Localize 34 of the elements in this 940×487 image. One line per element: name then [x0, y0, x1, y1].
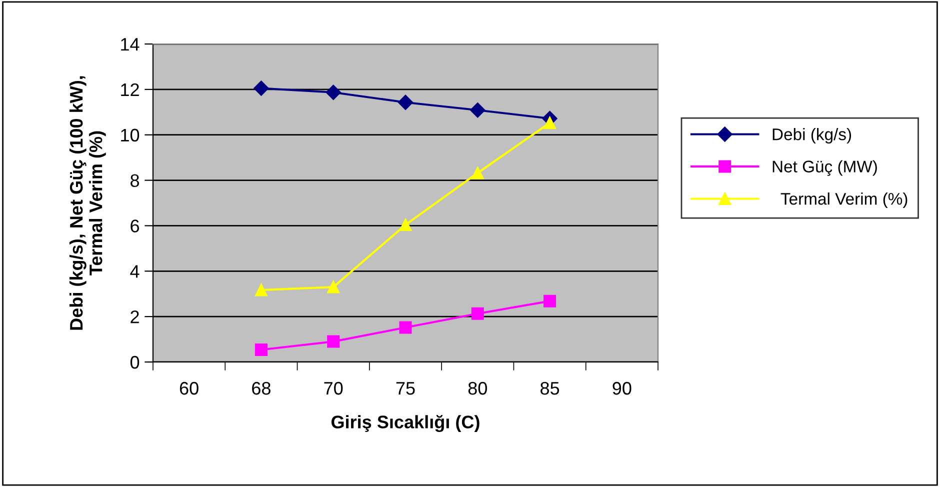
y-tick-label: 12 — [121, 83, 139, 96]
x-tick-label: 80 — [468, 382, 487, 395]
x-tick-label: 75 — [396, 382, 415, 395]
point — [254, 80, 269, 96]
x-tick-label: 68 — [252, 382, 270, 395]
point — [470, 102, 486, 118]
x-axis-title: Giriş Sıcaklığı (C) — [331, 414, 480, 432]
point — [327, 280, 340, 294]
y-tick-label: 14 — [121, 38, 140, 51]
y-tick-label: 0 — [130, 356, 140, 369]
point — [544, 294, 556, 308]
x-tick-label: 60 — [180, 382, 198, 395]
point — [399, 218, 412, 232]
point — [254, 284, 268, 296]
legend-label: Termal Verim (%) — [780, 192, 908, 208]
y-axis-title: Debi (kg/s), Net Güç (100 kW), Termal Verim (%) — [69, 76, 106, 330]
y-tick-label: 4 — [130, 265, 140, 278]
legend-label: Debi (kg/s) — [772, 128, 852, 144]
y-tick-label: 10 — [121, 128, 140, 142]
point — [471, 307, 484, 320]
y-tick-label: 2 — [130, 310, 139, 324]
x-tick-label: 90 — [612, 382, 632, 395]
y-tick-label: 8 — [130, 174, 140, 188]
point — [326, 84, 341, 100]
legend-label: Net Güç (MW) — [772, 160, 877, 176]
point — [327, 335, 340, 348]
point — [471, 166, 484, 180]
x-tick-label: 70 — [324, 382, 343, 395]
y-tick-label: 6 — [130, 220, 140, 232]
point — [398, 94, 414, 110]
point — [254, 343, 268, 356]
point — [544, 116, 556, 130]
point — [399, 321, 412, 334]
x-tick-label: 85 — [540, 382, 560, 395]
